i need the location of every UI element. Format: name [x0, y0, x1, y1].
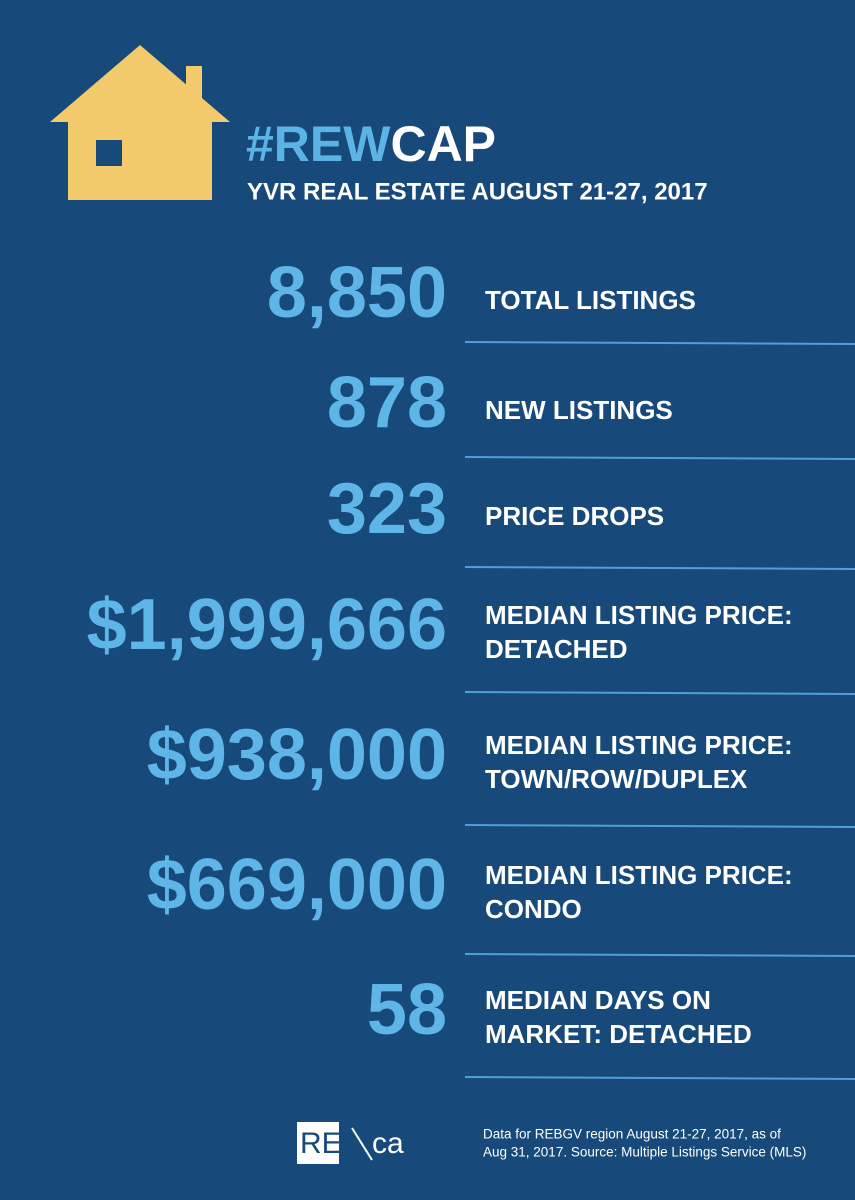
divider [464, 953, 855, 957]
title-part: #REW [246, 116, 391, 172]
stat-label: MEDIAN LISTING PRICE: [485, 600, 793, 630]
divider [464, 456, 855, 460]
divider [464, 1076, 855, 1080]
stat-label: TOTAL LISTINGS [485, 285, 696, 315]
title: #REWCAP [246, 116, 496, 172]
title-part: CAP [390, 116, 496, 172]
stat-label: PRICE DROPS [485, 501, 664, 531]
stat-value: $669,000 [147, 845, 447, 925]
subtitle: YVR REAL ESTATE AUGUST 21-27, 2017 [247, 178, 708, 205]
logo: REW ca [297, 1122, 404, 1164]
stat-value: $938,000 [147, 715, 447, 795]
divider [464, 341, 855, 345]
stat-label: MEDIAN LISTING PRICE: [485, 860, 793, 890]
stat-label: MARKET: DETACHED [485, 1019, 752, 1049]
divider [464, 691, 855, 695]
stat-label: MEDIAN LISTING PRICE: [485, 730, 793, 760]
stat-label: NEW LISTINGS [485, 395, 673, 425]
stat-label: MEDIAN DAYS ON [485, 985, 711, 1015]
stat-value: 8,850 [267, 253, 447, 333]
divider [464, 824, 855, 828]
stats: 8,850 TOTAL LISTINGS 878 NEW LISTINGS 323 PRI… [87, 253, 855, 1080]
stat-value: 878 [327, 363, 447, 443]
logo-text: REW [300, 1127, 371, 1160]
divider [464, 566, 855, 570]
footer-note: Data for REBGV region August 21-27, 2017… [483, 1127, 781, 1142]
footer-note: Aug 31, 2017. Source: Multiple Listings … [483, 1145, 806, 1160]
stat-label: DETACHED [485, 634, 628, 664]
stat-label: CONDO [485, 894, 582, 924]
house-icon [50, 45, 230, 200]
stat-value: 323 [327, 469, 447, 549]
logo-text: ca [372, 1127, 404, 1160]
stat-value: 58 [367, 970, 447, 1050]
stat-value: $1,999,666 [87, 585, 447, 665]
stat-label: TOWN/ROW/DUPLEX [485, 764, 748, 794]
